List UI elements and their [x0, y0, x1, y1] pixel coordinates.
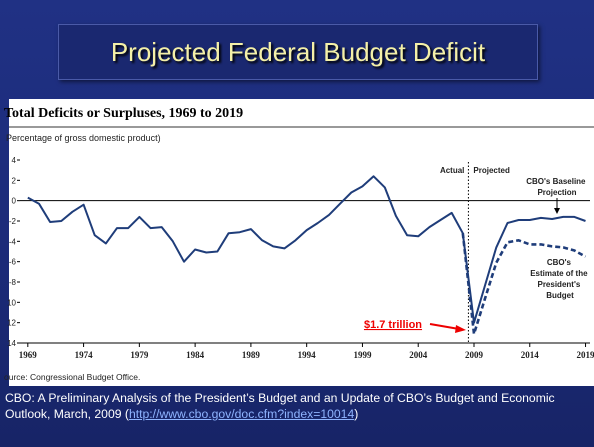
x-tick-label: 1999	[353, 350, 372, 360]
y-tick-label: 12	[7, 319, 16, 328]
y-tick-label: 2	[12, 176, 17, 185]
title-box: Projected Federal Budget Deficit	[58, 24, 538, 80]
x-tick-label: 2009	[465, 350, 484, 360]
y-tick-label: 4	[12, 156, 17, 165]
y-tick-label: -4	[9, 237, 17, 246]
source: ource: Congressional Budget Office.	[4, 372, 140, 382]
y-tick-label: -8	[9, 278, 17, 287]
x-tick-label: 1969	[19, 350, 38, 360]
series-line	[461, 233, 587, 336]
y-tick-label: -2	[9, 217, 17, 226]
y-tick-label: 14	[7, 339, 16, 348]
actual-label: Actual	[440, 166, 464, 175]
projected-label: Projected	[473, 166, 510, 175]
chart-title: Total Deficits or Surpluses, 1969 to 201…	[4, 106, 243, 121]
x-tick-label: 1989	[242, 350, 261, 360]
x-tick-label: 1984	[186, 350, 205, 360]
slide-title: Projected Federal Budget Deficit	[110, 37, 486, 67]
series-label: CBO's Baseline Projection	[526, 177, 587, 197]
y-tick-label: 10	[7, 298, 16, 307]
x-tick-label: 1979	[130, 350, 149, 360]
y-tick-label: 0	[12, 197, 17, 206]
x-tick-label: 2014	[521, 350, 540, 360]
label-arrowhead	[554, 208, 560, 214]
x-tick-label: 1974	[75, 350, 94, 360]
y-tick-label: -6	[9, 258, 17, 267]
footer: CBO: A Preliminary Analysis of the Presi…	[5, 390, 591, 422]
series-line	[27, 175, 586, 324]
footer-text: CBO: A Preliminary Analysis of the Presi…	[5, 391, 555, 421]
x-tick-label: 1994	[298, 350, 317, 360]
chart-subtitle: Percentage of gross domestic product)	[6, 133, 161, 143]
footer-link[interactable]: http://www.cbo.gov/doc.cfm?index=10014	[128, 407, 355, 421]
x-tick-label: 2019	[577, 350, 594, 360]
series-label: CBO's Estimate of the President's Budget	[530, 258, 590, 300]
callout: $1.7 trillion	[364, 319, 422, 331]
callout-arrowhead	[455, 325, 466, 333]
callout-arrow	[429, 323, 460, 330]
footer-close: )	[354, 407, 359, 421]
x-tick-label: 2004	[409, 350, 428, 360]
